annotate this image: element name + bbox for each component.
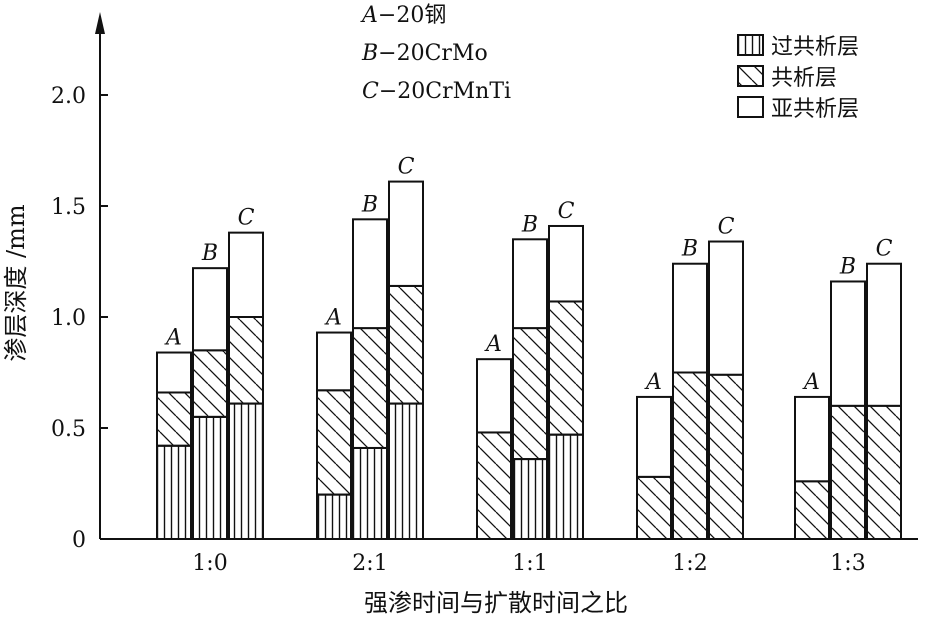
bar-segment bbox=[192, 415, 228, 540]
legend-swatch-hypoeutectoid bbox=[737, 96, 764, 118]
bar-segment bbox=[476, 431, 512, 540]
y-tick-label: 2.0 bbox=[51, 84, 86, 109]
bar-material-label: C bbox=[558, 199, 575, 224]
bar-segment bbox=[476, 358, 512, 434]
bar-segment bbox=[156, 444, 192, 541]
bar-material-label: C bbox=[718, 215, 735, 240]
bar-segment bbox=[316, 389, 352, 496]
x-tick-label: 1:1 bbox=[512, 551, 547, 576]
material-key-a: A−20钢 bbox=[360, 3, 446, 28]
bars-layer bbox=[156, 180, 902, 541]
y-tick-label: 1.5 bbox=[51, 195, 86, 220]
bar-segment bbox=[388, 284, 424, 405]
bar-material-label: B bbox=[361, 192, 378, 217]
bar-segment bbox=[512, 458, 548, 540]
bar-material-label: A bbox=[324, 306, 342, 331]
bar-segment bbox=[830, 280, 866, 407]
bar-segment bbox=[708, 373, 744, 540]
legend: 过共析层 共析层 亚共析层 bbox=[737, 34, 859, 122]
legend-label-hypoeutectoid: 亚共析层 bbox=[771, 97, 859, 122]
y-tick-label: 1.0 bbox=[51, 306, 86, 331]
bar-segment bbox=[866, 262, 902, 407]
bar-segment bbox=[672, 371, 708, 540]
bar-material-label: C bbox=[238, 206, 255, 231]
x-tick-label: 2:1 bbox=[352, 551, 387, 576]
bar-segment bbox=[228, 402, 264, 540]
bar-material-label: A bbox=[484, 332, 502, 357]
bar-segment bbox=[672, 262, 708, 374]
x-tick-label: 1:0 bbox=[192, 551, 227, 576]
bar-segment bbox=[352, 218, 388, 330]
bar-material-label: C bbox=[876, 237, 893, 262]
bar-material-label: A bbox=[164, 326, 182, 351]
x-axis-title: 强渗时间与扩散时间之比 bbox=[364, 589, 628, 617]
bar-segment bbox=[548, 224, 584, 303]
bar-segment bbox=[388, 402, 424, 540]
x-tick-label: 1:3 bbox=[830, 551, 865, 576]
bar-segment bbox=[156, 351, 192, 394]
bar-material-label: C bbox=[398, 155, 415, 180]
bar-segment bbox=[228, 231, 264, 318]
legend-label-hypereutectoid: 过共析层 bbox=[771, 35, 859, 60]
bar-segment bbox=[388, 180, 424, 287]
bar-segment bbox=[708, 240, 744, 376]
bar-segment bbox=[794, 480, 830, 540]
material-key-b: B−20CrMo bbox=[361, 41, 488, 66]
bar-segment bbox=[192, 349, 228, 418]
bar-segment bbox=[636, 395, 672, 478]
bar-segment bbox=[316, 493, 352, 541]
material-key-c: C−20CrMnTi bbox=[362, 79, 511, 104]
material-key: A−20钢 B−20CrMo C−20CrMnTi bbox=[360, 3, 511, 104]
bar-segment bbox=[866, 404, 902, 540]
bar-segment bbox=[548, 433, 584, 540]
bar-material-label: A bbox=[802, 370, 820, 395]
bar-material-label: B bbox=[201, 241, 218, 266]
bar-material-label: B bbox=[681, 237, 698, 262]
bar-segment bbox=[316, 331, 352, 392]
bar-segment bbox=[830, 404, 866, 540]
y-axis-title: 渗层深度 /mm bbox=[2, 204, 30, 361]
bar-segment bbox=[548, 300, 584, 436]
y-tick-label: 0 bbox=[72, 528, 86, 553]
bar-segment bbox=[352, 446, 388, 541]
x-tick-label: 1:2 bbox=[672, 551, 707, 576]
bar-segment bbox=[794, 395, 830, 483]
bar-segment bbox=[512, 327, 548, 461]
bar-segment bbox=[192, 267, 228, 352]
bar-segment bbox=[156, 391, 192, 447]
bar-segment bbox=[512, 238, 548, 330]
legend-label-eutectoid: 共析层 bbox=[771, 66, 837, 91]
y-tick-label: 0.5 bbox=[51, 417, 86, 442]
legend-swatch-eutectoid bbox=[737, 65, 764, 87]
bar-segment bbox=[228, 316, 264, 405]
legend-swatch-hypereutectoid bbox=[737, 34, 764, 56]
bar-material-label: A bbox=[644, 370, 662, 395]
bar-material-label: B bbox=[839, 254, 856, 279]
bar-segment bbox=[352, 327, 388, 449]
y-axis-arrow bbox=[95, 12, 105, 34]
axes: 0 0.5 1.0 1.5 2.0 1:0 2:1 1:1 1:2 1:3 bbox=[51, 12, 918, 576]
bar-segment bbox=[636, 475, 672, 540]
bar-material-label: B bbox=[521, 212, 538, 237]
